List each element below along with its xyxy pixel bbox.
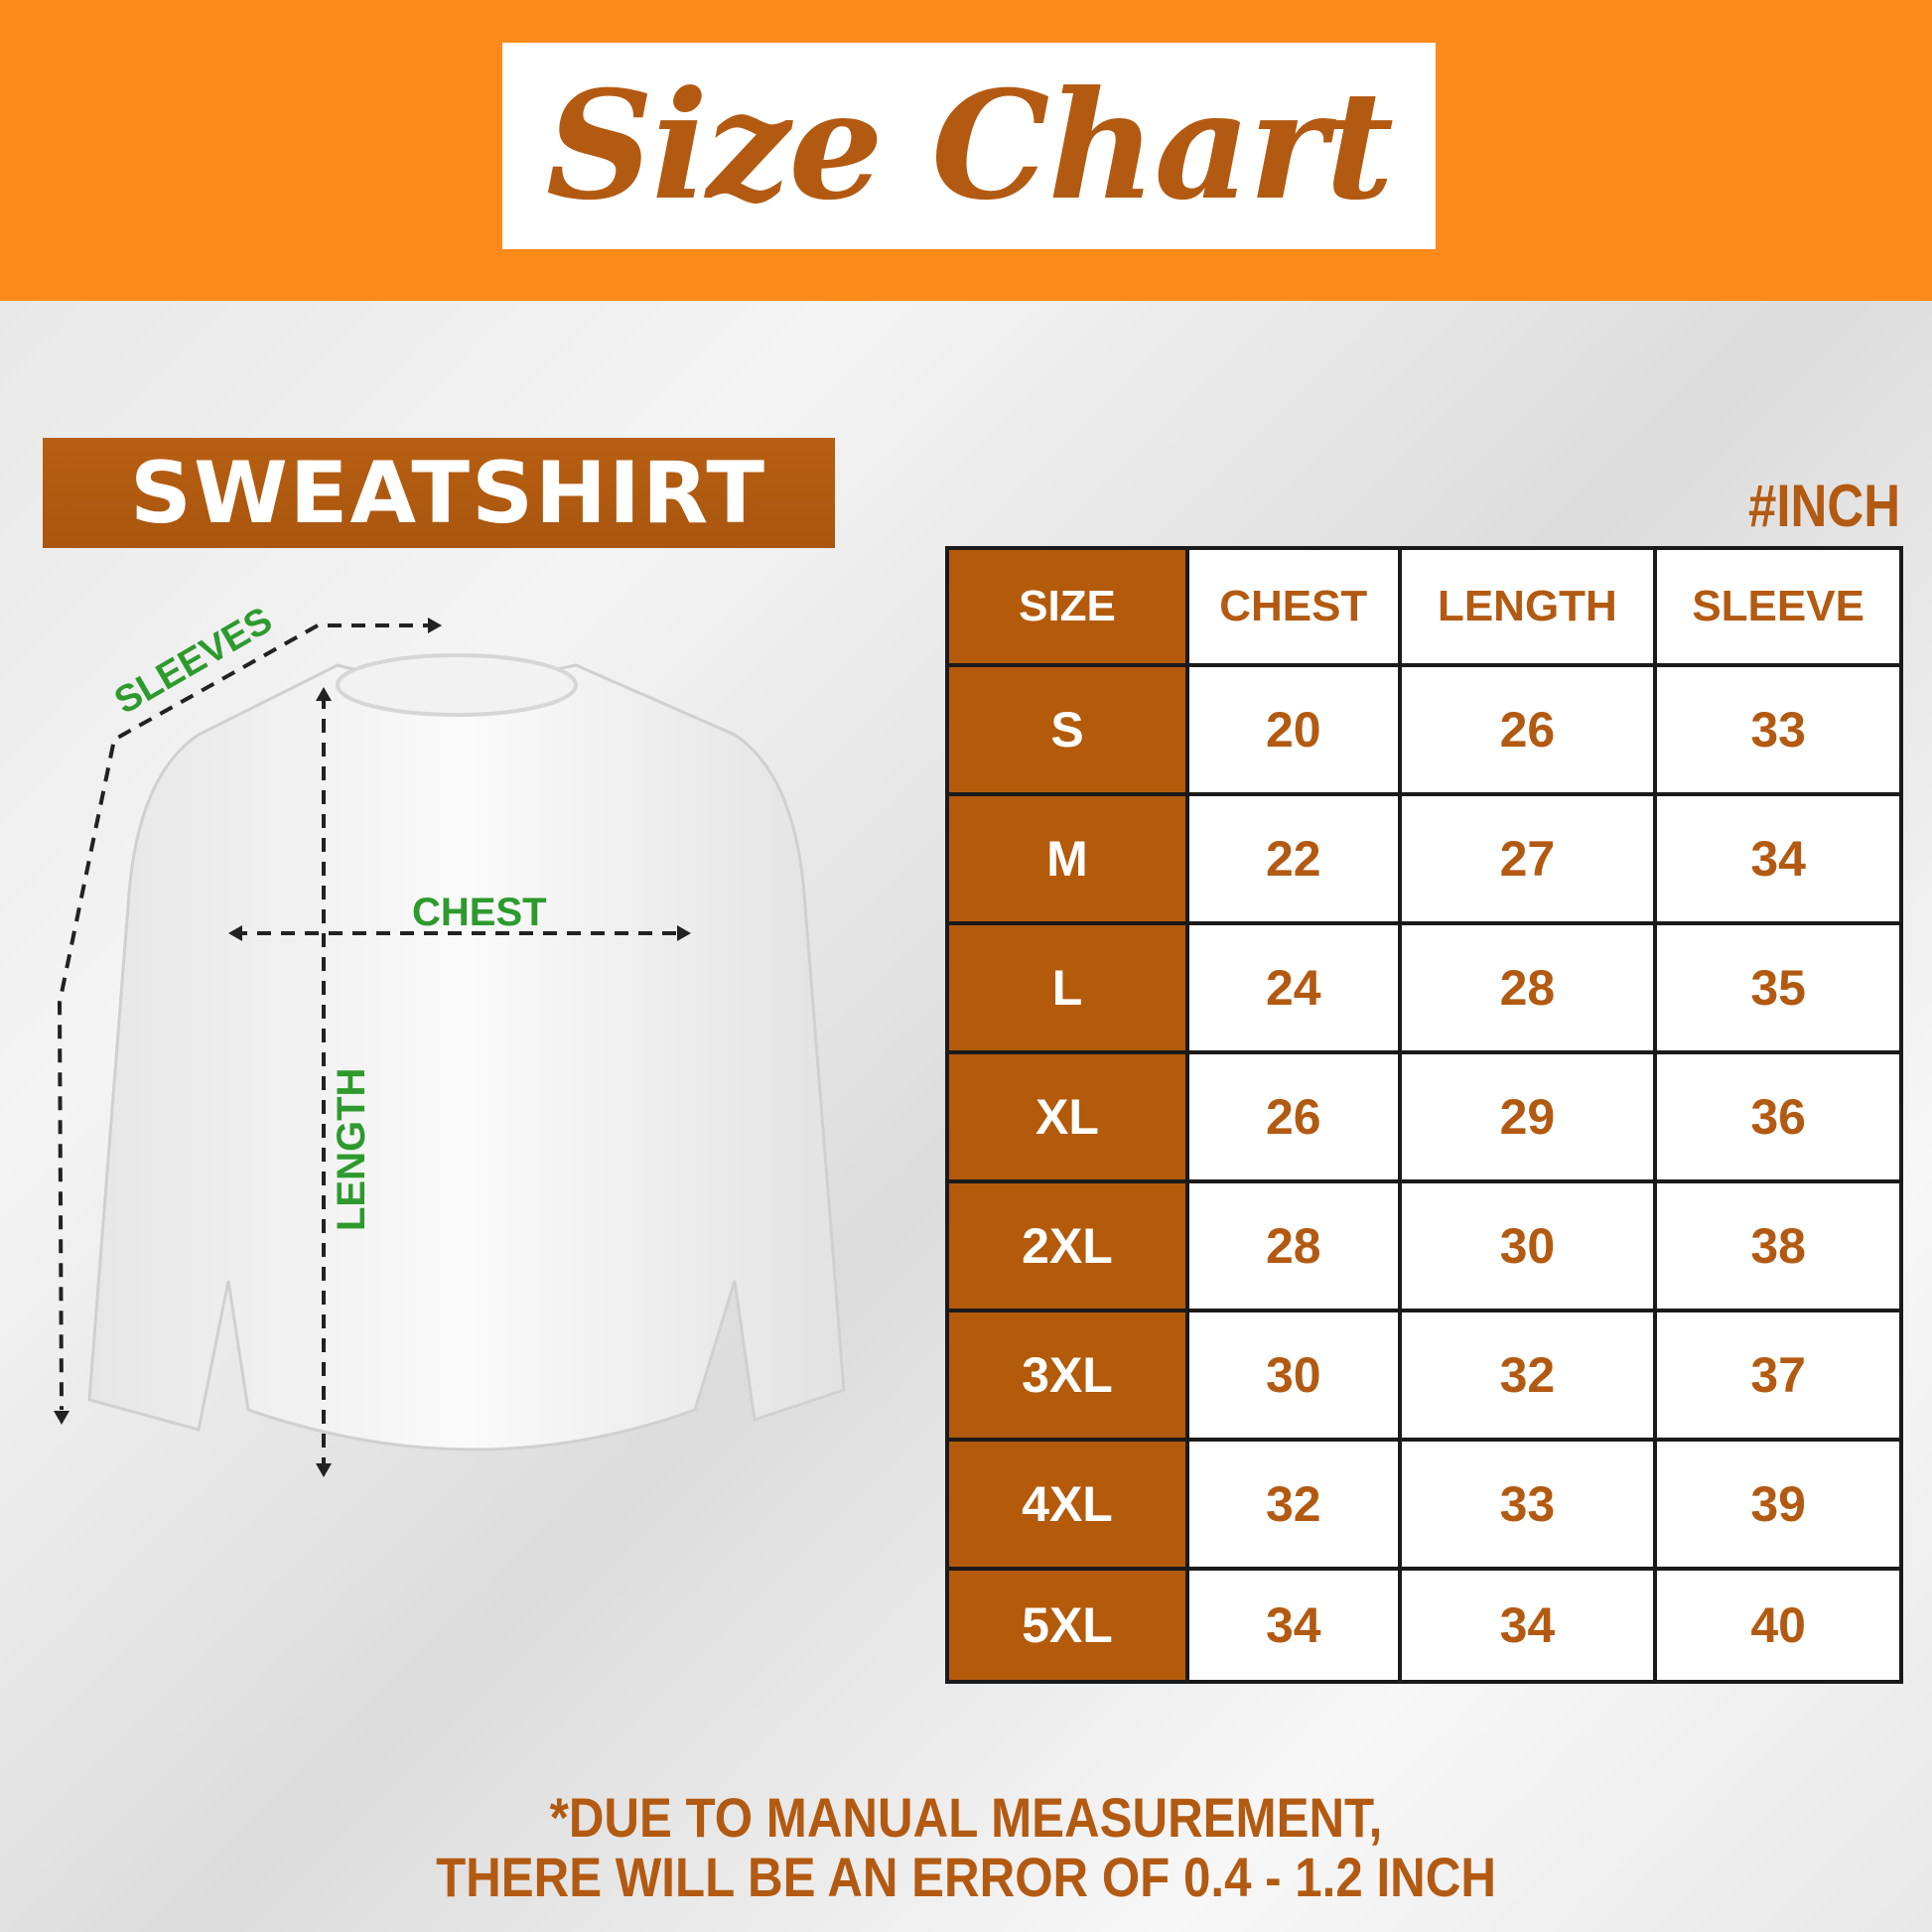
value-cell: 22: [1185, 792, 1402, 925]
value-cell: 30: [1185, 1309, 1402, 1442]
value-cell: 20: [1185, 663, 1402, 796]
length-label: LENGTH: [330, 1068, 373, 1231]
value-cell: 34: [1653, 792, 1903, 925]
table-row: S 20 26 33: [945, 663, 1903, 796]
page-title: Size Chart: [545, 59, 1394, 233]
table-row: XL 26 29 36: [945, 1050, 1903, 1183]
table-row: L 24 28 35: [945, 921, 1903, 1054]
value-cell: 28: [1185, 1179, 1402, 1312]
table-row: 3XL 30 32 37: [945, 1309, 1903, 1442]
value-cell: 32: [1185, 1438, 1402, 1571]
value-cell: 38: [1653, 1179, 1903, 1312]
value-cell: 39: [1653, 1438, 1903, 1571]
column-header: CHEST: [1185, 546, 1402, 667]
value-cell: 36: [1653, 1050, 1903, 1183]
value-cell: 30: [1397, 1179, 1658, 1312]
column-header: SLEEVE: [1653, 546, 1903, 667]
value-cell: 34: [1185, 1567, 1402, 1684]
sweatshirt-diagram: SLEEVES CHEST LENGTH: [54, 600, 846, 1477]
value-cell: 24: [1185, 921, 1402, 1054]
value-cell: 26: [1397, 663, 1658, 796]
table-header-row: SIZE CHEST LENGTH SLEEVE: [945, 546, 1903, 667]
product-banner: SWEATSHIRT: [43, 438, 835, 548]
footnote-line1: *DUE TO MANUAL MEASUREMENT,: [549, 1786, 1383, 1849]
size-cell: S: [945, 663, 1189, 796]
table-row: M 22 27 34: [945, 792, 1903, 925]
unit-label: #INCH: [1747, 473, 1900, 539]
value-cell: 33: [1397, 1438, 1658, 1571]
size-cell: 4XL: [945, 1438, 1189, 1571]
chest-label: CHEST: [412, 891, 547, 934]
column-header: LENGTH: [1397, 546, 1658, 667]
table-row: 2XL 28 30 38: [945, 1179, 1903, 1312]
value-cell: 34: [1397, 1567, 1658, 1684]
value-cell: 29: [1397, 1050, 1658, 1183]
value-cell: 40: [1653, 1567, 1903, 1684]
value-cell: 37: [1653, 1309, 1903, 1442]
size-cell: 3XL: [945, 1309, 1189, 1442]
sleeve-measure-line: [57, 623, 437, 1411]
value-cell: 27: [1397, 792, 1658, 925]
value-cell: 28: [1397, 921, 1658, 1054]
title-box: Size Chart: [502, 43, 1436, 249]
size-cell: XL: [945, 1050, 1189, 1183]
size-cell: M: [945, 792, 1189, 925]
value-cell: 26: [1185, 1050, 1402, 1183]
table-row: 5XL 34 34 40: [945, 1567, 1903, 1684]
product-label: SWEATSHIRT: [130, 443, 767, 543]
size-cell: L: [945, 921, 1189, 1054]
size-cell: 5XL: [945, 1567, 1189, 1684]
sweatshirt-image: [87, 663, 846, 1451]
footnote-line2: THERE WILL BE AN ERROR OF 0.4 - 1.2 INCH: [436, 1846, 1496, 1908]
size-table: SIZE CHEST LENGTH SLEEVE S 20 26 33 M 22 27 34 L…: [945, 546, 1903, 1684]
value-cell: 35: [1653, 921, 1903, 1054]
size-cell: 2XL: [945, 1179, 1189, 1312]
value-cell: 32: [1397, 1309, 1658, 1442]
table-row: 4XL 32 33 39: [945, 1438, 1903, 1571]
value-cell: 33: [1653, 663, 1903, 796]
column-header: SIZE: [945, 546, 1189, 667]
